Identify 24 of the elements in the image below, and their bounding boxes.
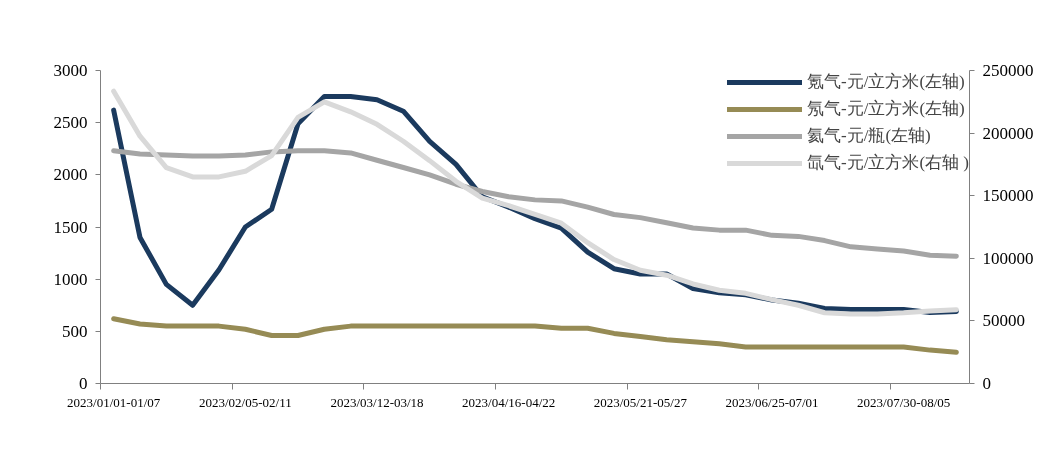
y-tick-label: 2500 bbox=[53, 113, 88, 133]
y-tick-label: 0 bbox=[79, 374, 88, 393]
x-tick-label: 2023/07/30-08/05 bbox=[857, 394, 951, 410]
x-tick-label: 2023/02/05-02/11 bbox=[198, 394, 292, 410]
y2-tick-label: 100000 bbox=[982, 248, 1034, 268]
legend-label: 氪气-元/立方米(左轴) bbox=[807, 71, 965, 93]
x-tick-label: 2023/03/12-03/18 bbox=[330, 394, 424, 410]
y2-tick-label: 50000 bbox=[982, 311, 1025, 331]
y2-tick-label: 250000 bbox=[982, 61, 1034, 80]
y-tick-label: 2000 bbox=[53, 165, 88, 185]
y-tick-label: 1000 bbox=[53, 269, 88, 289]
y-tick-label: 500 bbox=[62, 321, 88, 341]
y2-tick-label: 150000 bbox=[982, 186, 1034, 206]
y-tick-label: 1500 bbox=[53, 217, 88, 237]
x-tick-label: 2023/06/25-07/01 bbox=[725, 394, 819, 410]
legend-label: 氦气-元/瓶(左轴) bbox=[807, 125, 931, 147]
y2-tick-label: 200000 bbox=[982, 123, 1034, 143]
x-tick-label: 2023/05/21-05/27 bbox=[593, 394, 688, 410]
legend-label: 氖气-元/立方米(左轴) bbox=[807, 98, 965, 120]
x-tick-label: 2023/04/16-04/22 bbox=[462, 394, 556, 410]
x-tick-label: 2023/01/01-01/07 bbox=[67, 394, 161, 410]
legend-label: 氙气-元/立方米(右轴 ) bbox=[807, 152, 969, 174]
y-tick-label: 3000 bbox=[53, 61, 88, 80]
y2-tick-label: 0 bbox=[982, 374, 991, 393]
